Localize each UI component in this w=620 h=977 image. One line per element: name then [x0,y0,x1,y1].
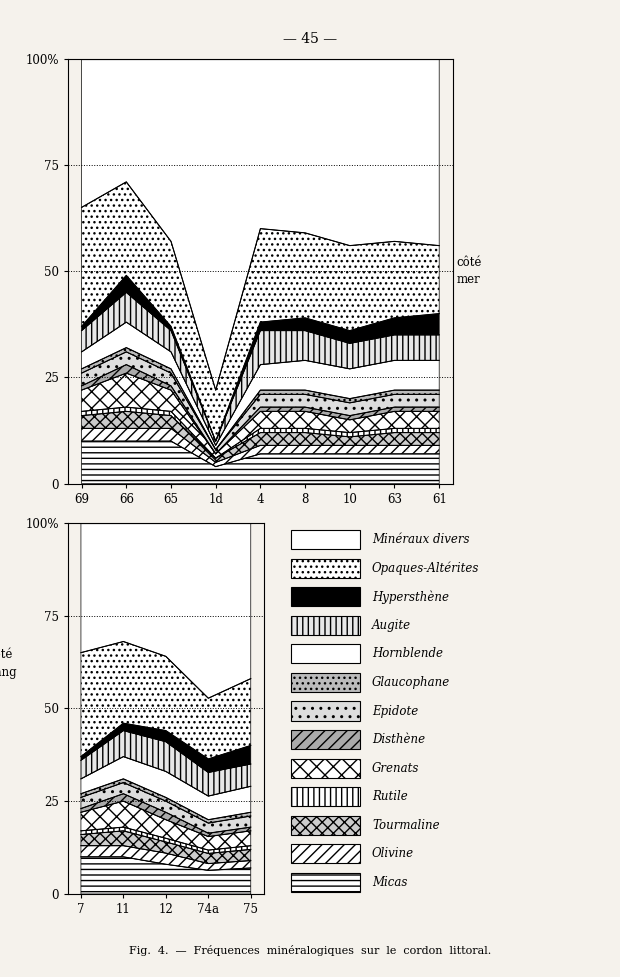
Text: côté
mer: côté mer [456,256,482,286]
Bar [291,844,360,864]
Text: Glaucophane: Glaucophane [372,676,450,689]
Bar [291,816,360,834]
Text: Minéraux divers: Minéraux divers [372,533,469,546]
Bar [291,787,360,806]
Text: côté
étang: côté étang [0,649,17,679]
Text: Opaques-Altérites: Opaques-Altérites [372,562,479,575]
Bar [291,616,360,635]
Text: Epidote: Epidote [372,704,419,717]
Text: Olivine: Olivine [372,847,414,861]
Text: Fig.  4.  —  Fréquences  minéralogiques  sur  le  cordon  littoral.: Fig. 4. — Fréquences minéralogiques sur … [129,945,491,956]
Text: Hypersthène: Hypersthène [372,590,449,604]
Bar [291,559,360,577]
Text: Hornblende: Hornblende [372,648,443,660]
Text: Tourmaline: Tourmaline [372,819,440,831]
Bar [291,531,360,549]
Bar [291,587,360,607]
Bar [291,758,360,778]
Bar [291,730,360,749]
Text: Disthène: Disthène [372,733,425,746]
Bar [291,872,360,892]
Text: Micas: Micas [372,875,407,889]
Text: Augite: Augite [372,618,411,632]
Text: Grenats: Grenats [372,762,419,775]
Text: — 45 —: — 45 — [283,32,337,46]
Bar [291,645,360,663]
Text: Rutile: Rutile [372,790,408,803]
Bar [291,673,360,692]
Bar [291,701,360,721]
